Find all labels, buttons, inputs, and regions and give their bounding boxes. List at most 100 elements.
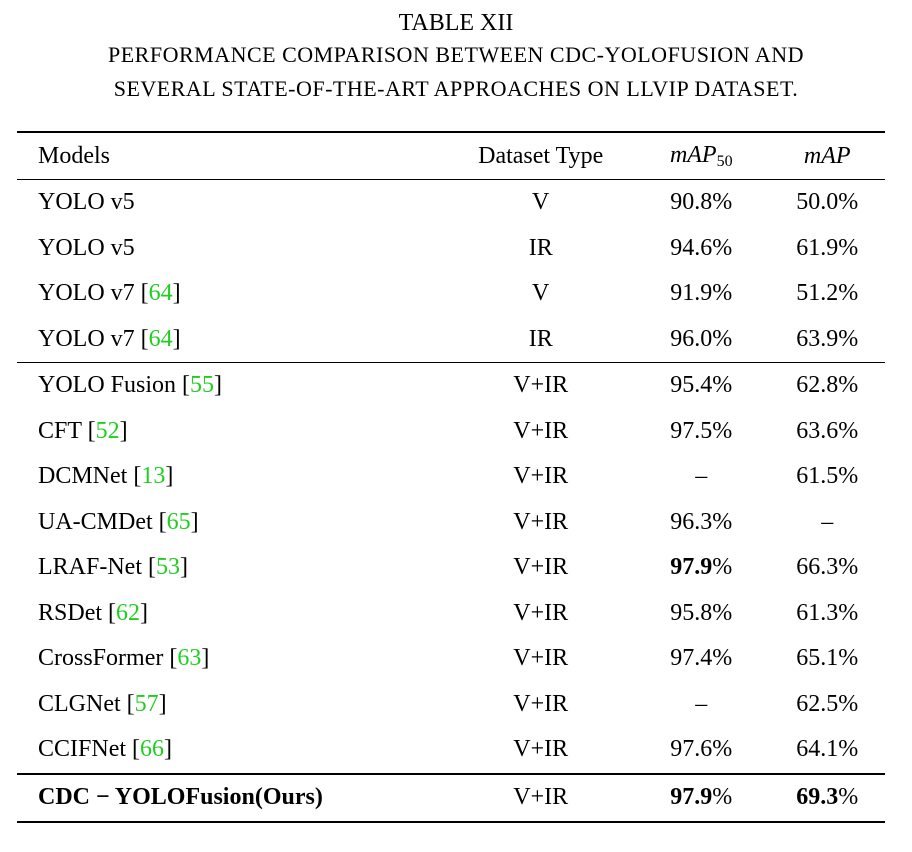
model-name: DCMNet — [38, 463, 128, 490]
reference-link[interactable]: 57 — [134, 690, 159, 717]
reference-link[interactable]: 62 — [116, 599, 141, 626]
dataset-type-cell: V+IR — [513, 508, 569, 535]
dataset-type-cell: IR — [528, 325, 553, 352]
table-row: DCMNet [13] V+IR – 61.5% — [17, 454, 885, 500]
map-cell: 66.3% — [796, 554, 859, 581]
map50-cell: 95.8% — [670, 599, 733, 626]
model-cell: CLGNet [57] — [38, 690, 167, 717]
table-row-ours: CDC − YOLOFusion(Ours) V+IR 97.9% 69.3% — [17, 773, 885, 822]
dataset-type-cell: IR — [528, 234, 553, 261]
map-cell: 63.9% — [796, 325, 859, 352]
model-cell-ours: CDC − YOLOFusion(Ours) — [38, 784, 323, 810]
reference-link[interactable]: 64 — [148, 280, 173, 307]
map50-cell: – — [695, 463, 708, 490]
table-row: CCIFNet [66] V+IR 97.6% 64.1% — [17, 727, 885, 774]
model-cell: RSDet [62] — [38, 599, 149, 626]
header-map50-main: mAP — [669, 141, 717, 168]
table-row: YOLO v7 [64] IR 96.0% 63.9% — [17, 317, 885, 363]
table-number: TABLE XII — [398, 10, 514, 36]
header-row: Models Dataset Type mAP50 mAP — [17, 132, 885, 180]
map-cell: 50.0% — [796, 189, 859, 216]
table-row: CFT [52] V+IR 97.5% 63.6% — [17, 409, 885, 455]
dataset-type-cell: V — [532, 280, 550, 307]
table-row: CrossFormer [63] V+IR 97.4% 65.1% — [17, 636, 885, 682]
model-name: LRAF-Net — [38, 554, 142, 581]
dataset-type-cell: V+IR — [513, 554, 569, 581]
map50-cell-ours: 97.9% — [633, 774, 769, 822]
model-name: UA-CMDet — [38, 508, 153, 535]
model-name: RSDet — [38, 599, 103, 626]
map-cell: 64.1% — [796, 736, 859, 763]
model-cell: YOLO v7 [64] — [38, 280, 181, 307]
header-map: mAP — [770, 132, 885, 180]
model-cell: YOLO v5 — [17, 226, 448, 272]
comparison-table: Models Dataset Type mAP50 mAP YOLO v5 V … — [17, 131, 885, 823]
map50-cell: 95.4% — [670, 372, 733, 399]
model-name: CLGNet — [38, 690, 121, 717]
header-map50: mAP50 — [633, 132, 769, 180]
table-row: YOLO v5 V 90.8% 50.0% — [17, 180, 885, 226]
dataset-type-cell: V+IR — [513, 690, 569, 717]
dataset-type-cell: V+IR — [513, 645, 569, 672]
model-name: CrossFormer — [38, 645, 164, 672]
header-map50-sub: 50 — [716, 152, 733, 170]
percent-sign: % — [712, 554, 733, 581]
map50-cell: 90.8% — [670, 189, 733, 216]
dataset-type-cell: V — [532, 189, 550, 216]
table-caption: TABLE XII PERFORMANCE COMPARISON BETWEEN… — [0, 8, 912, 106]
map-cell: 65.1% — [796, 645, 859, 672]
table-row: UA-CMDet [65] V+IR 96.3% – — [17, 500, 885, 546]
header-map-text: mAP — [803, 142, 851, 169]
reference-link[interactable]: 63 — [177, 645, 202, 672]
reference-link[interactable]: 65 — [166, 508, 191, 535]
dataset-type-cell-ours: V+IR — [513, 784, 569, 810]
map50-cell: 97.9% — [633, 545, 769, 591]
map-cell: 62.5% — [796, 690, 859, 717]
header-dataset-type: Dataset Type — [478, 142, 604, 169]
model-cell: DCMNet [13] — [38, 463, 174, 490]
model-name: YOLO v7 — [38, 325, 135, 352]
best-value: 97.9 — [670, 784, 713, 810]
map-cell: 61.5% — [796, 463, 859, 490]
map-cell: – — [821, 508, 834, 535]
map-cell: 63.6% — [796, 417, 859, 444]
reference-link[interactable]: 66 — [140, 736, 165, 763]
map50-cell: 94.6% — [670, 234, 733, 261]
model-name: YOLO v5 — [38, 234, 135, 261]
reference-link[interactable]: 64 — [148, 325, 173, 352]
reference-link[interactable]: 53 — [156, 554, 180, 581]
table-row: YOLO v5 IR 94.6% 61.9% — [17, 226, 885, 272]
map-cell: 51.2% — [796, 280, 859, 307]
reference-link[interactable]: 55 — [190, 372, 215, 399]
percent-sign: % — [712, 784, 733, 810]
map-cell: 61.9% — [796, 234, 859, 261]
map50-cell: 96.3% — [670, 508, 733, 535]
model-name: YOLO v5 — [38, 189, 135, 216]
caption-line-2: SEVERAL STATE-OF-THE-ART APPROACHES ON L… — [113, 76, 799, 101]
map50-cell: 97.6% — [670, 736, 733, 763]
model-name: CFT — [38, 417, 82, 444]
reference-link[interactable]: 52 — [95, 417, 120, 444]
model-cell: YOLO v7 [64] — [38, 325, 181, 352]
map50-cell: – — [695, 690, 708, 717]
dataset-type-cell: V+IR — [513, 463, 569, 490]
header-models: Models — [38, 142, 110, 169]
reference-link[interactable]: 13 — [141, 463, 166, 490]
best-value: 69.3 — [796, 784, 839, 810]
model-name: YOLO v7 — [38, 280, 135, 307]
percent-sign: % — [838, 784, 859, 810]
map50-cell: 97.5% — [670, 417, 733, 444]
table-row: RSDet [62] V+IR 95.8% 61.3% — [17, 591, 885, 637]
dataset-type-cell: V+IR — [513, 417, 569, 444]
model-cell: CrossFormer [63] — [38, 645, 210, 672]
model-cell: UA-CMDet [65] — [38, 508, 199, 535]
map50-cell: 91.9% — [670, 280, 733, 307]
dataset-type-cell: V+IR — [513, 599, 569, 626]
map-cell-ours: 69.3% — [770, 774, 885, 822]
map-cell: 61.3% — [796, 599, 859, 626]
table-body: YOLO v5 V 90.8% 50.0% YOLO v5 IR 94.6% 6… — [17, 180, 885, 822]
model-name: YOLO Fusion — [38, 372, 177, 399]
table-row: YOLO Fusion [55] V+IR 95.4% 62.8% — [17, 363, 885, 409]
model-cell: CFT [52] — [38, 417, 128, 444]
